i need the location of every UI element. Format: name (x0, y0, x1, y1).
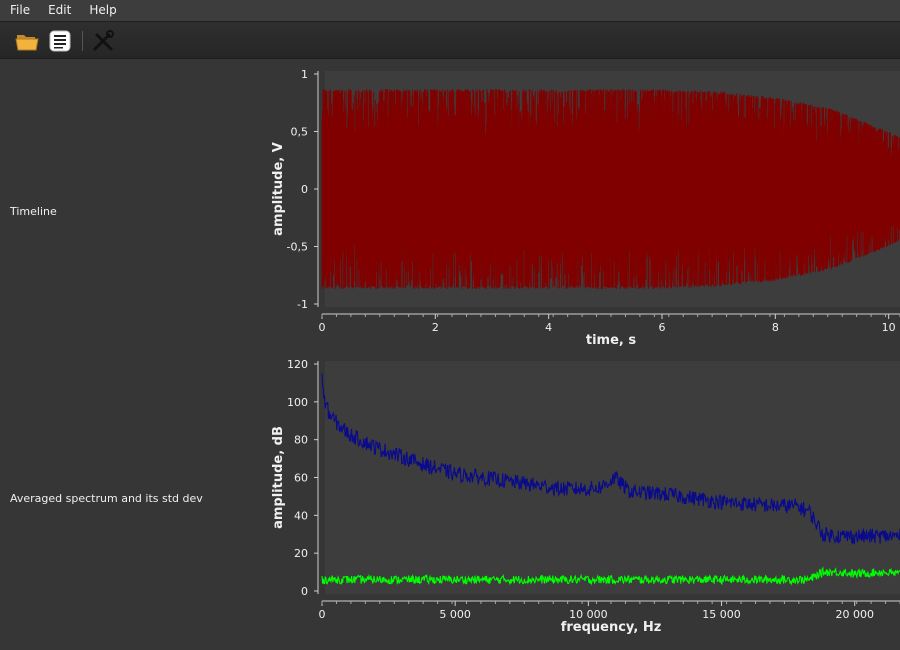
spectrum-y-tick-label: 0 (301, 585, 308, 598)
timeline-y-tick-label: 1 (301, 68, 308, 81)
spectrum-y-tick-label: 100 (287, 396, 308, 409)
spectrum-x-axis-title: frequency, Hz (561, 620, 662, 635)
timeline-x-axis-title: time, s (586, 333, 636, 348)
spectrum-x-tick-label: 15 000 (702, 608, 741, 621)
timeline-x-tick-label: 2 (432, 321, 439, 334)
spectrum-x-tick-label: 0 (319, 608, 326, 621)
menu-edit[interactable]: Edit (48, 3, 72, 17)
open-folder-icon[interactable] (14, 28, 40, 54)
timeline-x-tick-label: 0 (319, 321, 326, 334)
menu-help[interactable]: Help (89, 3, 117, 17)
timeline-signal-line (321, 88, 900, 290)
spectrum-y-tick-label: 60 (294, 472, 308, 485)
timeline-y-tick-label: -1 (297, 298, 308, 311)
spectrum-x-tick-label: 20 000 (835, 608, 874, 621)
timeline-chart: 1 0,5 0 -0,5 -1 0 2 4 6 8 10 time, s amplitude, V (271, 68, 900, 348)
timeline-x-tick-label: 10 (882, 321, 896, 334)
timeline-y-tick-label: 0 (301, 183, 308, 196)
document-list-icon[interactable] (47, 28, 73, 54)
timeline-y-tick-label: 0,5 (291, 126, 309, 139)
spectrum-y-tick-label: 40 (294, 509, 308, 522)
toolbar-separator (82, 31, 83, 51)
menu-file[interactable]: File (10, 3, 31, 17)
spectrum-y-axis-title: amplitude, dB (271, 426, 286, 529)
spectrum-label: Averaged spectrum and its std dev (10, 492, 203, 505)
spectrum-stddev-line (321, 566, 900, 586)
timeline-x-tick-label: 6 (659, 321, 666, 334)
spectrum-mean-line (321, 373, 900, 545)
spectrum-x-tick-label: 10 000 (569, 608, 608, 621)
menu-bar: File Edit Help (0, 0, 900, 21)
timeline-x-tick-label: 4 (545, 321, 552, 334)
toolbar (0, 21, 900, 59)
timeline-label: Timeline (10, 205, 57, 218)
spectrum-y-tick-label: 20 (294, 547, 308, 560)
spectrum-y-tick-label: 120 (287, 358, 308, 371)
spectrum-y-tick-label: 80 (294, 434, 308, 447)
spectrum-chart: 120 100 80 60 40 20 00 5 000 10 000 15 000 20 000 f… (271, 358, 900, 635)
tools-icon[interactable] (90, 28, 116, 54)
timeline-y-tick-label: -0,5 (287, 241, 308, 254)
spectrum-x-tick-label: 5 000 (439, 608, 471, 621)
timeline-y-axis-title: amplitude, V (271, 142, 286, 236)
timeline-x-tick-label: 8 (772, 321, 779, 334)
